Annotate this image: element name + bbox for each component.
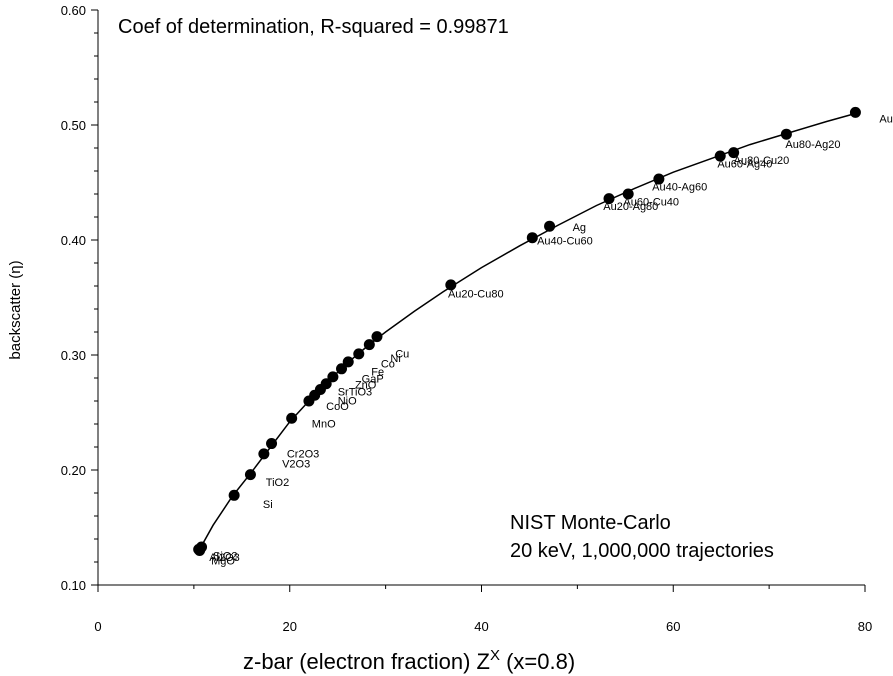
data-point (327, 371, 339, 383)
y-tick-label: 0.20 (61, 463, 86, 478)
point-label: MnO (312, 418, 336, 430)
data-point (286, 412, 298, 424)
point-label: Cr2O3 (287, 448, 319, 460)
x-tick-label: 60 (666, 619, 680, 634)
point-label: Si (263, 499, 273, 511)
data-point (193, 543, 205, 555)
y-tick-label: 0.10 (61, 578, 86, 593)
point-label: Ni (390, 353, 400, 365)
y-tick-label: 0.50 (61, 118, 86, 133)
data-point (258, 448, 270, 460)
source-annotation-line2: 20 keV, 1,000,000 trajectories (510, 540, 774, 562)
data-point (445, 279, 457, 291)
data-point (622, 188, 634, 200)
data-point (336, 363, 348, 375)
point-label: Al2O3 (209, 552, 240, 564)
fit-curve (198, 112, 856, 550)
data-points-layer (193, 106, 861, 556)
x-tick-label: 80 (858, 619, 872, 634)
point-label: Au80-Ag20 (785, 139, 840, 151)
data-point (320, 378, 332, 390)
r-squared-annotation: Coef of determination, R-squared = 0.998… (118, 16, 509, 38)
data-point (244, 469, 256, 481)
data-point (266, 438, 278, 450)
x-tick-label: 20 (283, 619, 297, 634)
axes: 0.10 0.20 0.30 0.40 0.50 0.60 0 20 40 60 80 (61, 3, 873, 634)
x-axis-label-superscript: X (490, 647, 500, 664)
x-axis-label: z-bar (electron fraction) ZX (x=0.8) (243, 647, 575, 674)
point-label: Au20-Ag80 (603, 201, 658, 213)
y-tick-label: 0.60 (61, 3, 86, 18)
point-label: TiO2 (266, 477, 289, 489)
point-label: Au (879, 114, 892, 126)
point-label: V2O3 (282, 459, 310, 471)
point-label: Fe (371, 367, 384, 379)
x-axis-label-suffix: (x=0.8) (500, 649, 575, 674)
data-point (849, 106, 861, 118)
point-label: MgO (211, 555, 235, 567)
data-point (228, 489, 240, 501)
y-tick-label: 0.40 (61, 233, 86, 248)
point-label: Ag (573, 222, 586, 234)
point-label: Au60-Cu40 (623, 197, 679, 209)
data-point (526, 232, 538, 244)
data-point (353, 348, 365, 360)
point-label: ZnO (355, 379, 377, 391)
data-point (363, 339, 375, 351)
x-tick-label: 40 (474, 619, 488, 634)
data-point (371, 331, 383, 343)
point-label: SiO2 (213, 551, 237, 563)
point-label: GaP (362, 374, 384, 386)
point-label: CoO (326, 401, 349, 413)
point-label: Au20-Cu80 (448, 289, 504, 301)
data-point (780, 128, 792, 140)
point-label: Au60-Ag40 (717, 159, 772, 171)
point-label: Au40-Cu60 (537, 236, 593, 248)
data-point (603, 193, 615, 205)
point-label: Au80-Cu20 (734, 155, 790, 167)
point-label: NiO (338, 395, 357, 407)
point-label: Co (381, 359, 395, 371)
data-point (728, 147, 740, 159)
point-label: Cu (395, 348, 409, 360)
data-point (544, 220, 556, 232)
data-point (653, 173, 665, 185)
point-label: Au40-Ag60 (652, 182, 707, 194)
data-point (714, 150, 726, 162)
x-axis-label-main: z-bar (electron fraction) Z (243, 649, 490, 674)
point-label: SrTiO3 (338, 386, 372, 398)
fit-curve-layer (198, 112, 856, 550)
data-point (342, 356, 354, 368)
x-tick-label: 0 (94, 619, 101, 634)
source-annotation-line1: NIST Monte-Carlo (510, 512, 671, 534)
y-tick-label: 0.30 (61, 348, 86, 363)
y-axis-label: backscatter (η) (7, 260, 24, 359)
